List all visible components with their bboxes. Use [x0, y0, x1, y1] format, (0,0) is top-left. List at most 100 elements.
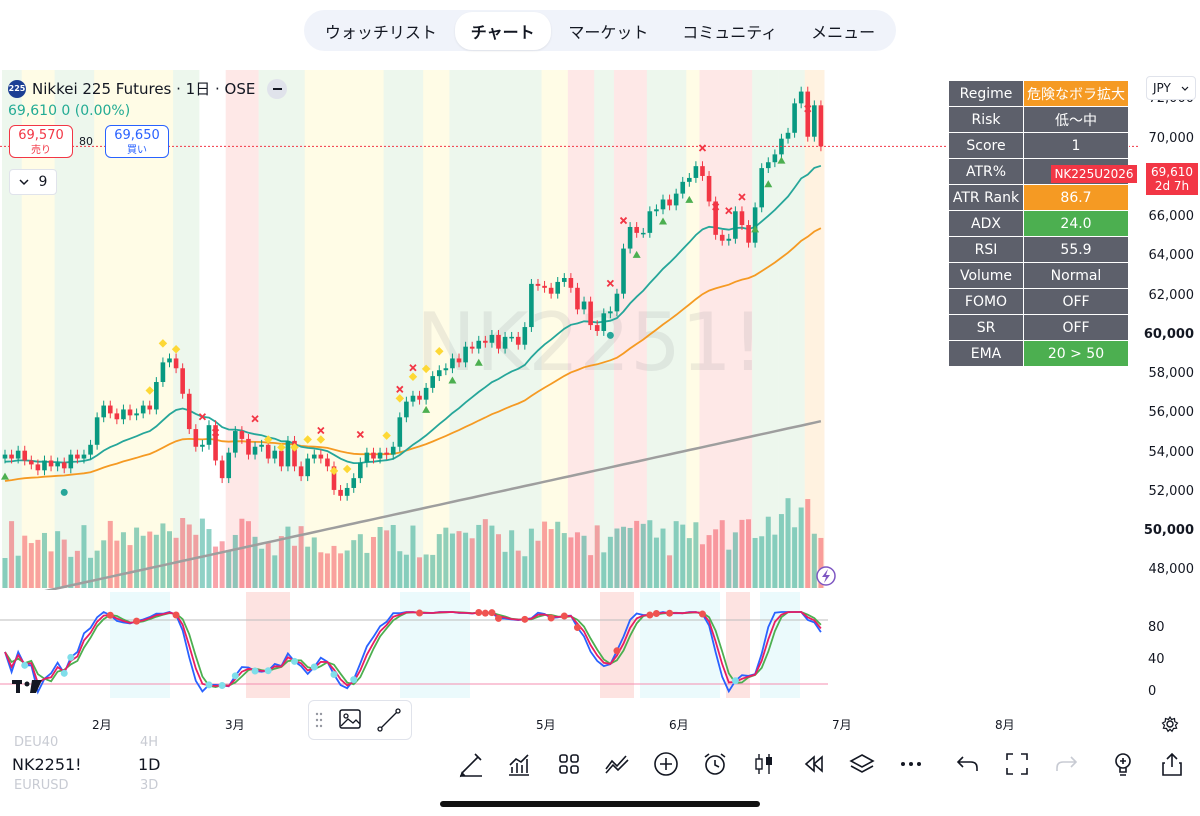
triangle-marker	[777, 156, 786, 164]
share-icon[interactable]	[1159, 751, 1187, 779]
volume-bar	[193, 534, 199, 588]
trend-line-icon[interactable]	[377, 708, 401, 732]
settings-gear-icon[interactable]	[1161, 715, 1179, 733]
volume-bar	[805, 499, 811, 588]
price-tick: 58,000	[1148, 366, 1195, 382]
tab-1[interactable]: チャート	[454, 11, 551, 50]
volume-bar	[660, 528, 666, 588]
tradingview-logo[interactable]	[12, 680, 44, 694]
volume-bar	[561, 533, 567, 588]
ema50-line	[4, 227, 822, 482]
drawing-toolbar[interactable]	[308, 700, 412, 740]
info-key: FOMO	[948, 288, 1024, 315]
candle-body	[647, 211, 653, 233]
currency-select[interactable]: JPY	[1146, 76, 1196, 100]
volume-bar	[41, 532, 47, 588]
more-icon[interactable]	[898, 751, 926, 779]
candle-body	[548, 287, 554, 294]
info-value: 1	[1023, 132, 1129, 159]
volume-bar	[568, 537, 574, 588]
candle-body	[785, 132, 791, 139]
volume-bar	[667, 555, 673, 588]
candle-body	[22, 450, 28, 461]
candle-body	[463, 346, 468, 363]
lightbulb-icon[interactable]	[1110, 751, 1138, 779]
stochastic-panel[interactable]	[0, 592, 1140, 700]
diamond-marker	[263, 435, 273, 444]
volume-bar	[811, 533, 817, 588]
cross-marker	[60, 669, 68, 677]
volume-bar	[153, 534, 159, 588]
info-row: Volume Normal	[948, 262, 1129, 289]
cross-marker	[731, 677, 739, 685]
pen-icon[interactable]	[458, 751, 486, 779]
volume-bar	[594, 525, 600, 588]
volume-bar	[114, 540, 120, 588]
price-tick: 56,000	[1148, 405, 1195, 421]
candle-body	[173, 358, 179, 369]
candle-body	[713, 201, 718, 235]
candle-body	[581, 301, 587, 310]
candle-body	[292, 440, 297, 467]
volume-bar	[305, 546, 311, 588]
candle-body	[390, 446, 396, 455]
fullscreen-icon[interactable]	[1004, 751, 1032, 779]
volume-bar	[199, 518, 205, 588]
candle-body	[42, 460, 47, 471]
candle-body	[259, 444, 264, 447]
info-key: ADX	[948, 210, 1024, 237]
tab-0[interactable]: ウォッチリスト	[324, 22, 437, 42]
volume-bar	[746, 519, 752, 588]
volume-bar	[28, 543, 34, 588]
price-chart[interactable]: NK2251!	[0, 70, 1140, 590]
tab-4[interactable]: メニュー	[811, 22, 876, 42]
layers-icon[interactable]	[849, 751, 877, 779]
volume-bar	[476, 524, 482, 588]
regime-info-table: Regime 危険なボラ拡大 Risk 低〜中 Score 1 ATR% ATR Rank 86…	[948, 80, 1129, 367]
replay-icon[interactable]	[800, 751, 828, 779]
candle-body	[792, 103, 797, 133]
cross-marker	[67, 653, 75, 661]
plus-circle-icon[interactable]	[653, 751, 681, 779]
volume-bar	[621, 526, 627, 588]
diamond-marker	[277, 443, 286, 452]
undo-icon[interactable]	[955, 751, 983, 779]
buy-button[interactable]: 69,650 買い	[105, 125, 169, 158]
candles-icon[interactable]	[751, 751, 779, 779]
volume-bar	[496, 534, 501, 588]
oscillator-axis: 80 40 0	[1140, 592, 1200, 700]
home-indicator[interactable]	[440, 801, 760, 807]
volume-bar	[417, 557, 423, 588]
tab-3[interactable]: コミュニティ	[682, 22, 778, 42]
cross-marker	[481, 609, 489, 617]
diamond-marker	[303, 435, 312, 444]
hide-icon[interactable]	[267, 78, 288, 99]
compare-icon[interactable]	[604, 751, 632, 779]
candle-body	[154, 382, 159, 410]
x-marker	[725, 207, 733, 215]
price-axis[interactable]: 72,00070,00068,00066,00064,00062,00060,0…	[1140, 70, 1200, 590]
volume-bar	[759, 536, 765, 588]
candle-body	[9, 454, 14, 459]
alarm-icon[interactable]	[702, 751, 730, 779]
grid-icon[interactable]	[556, 751, 584, 779]
candle-body	[575, 287, 580, 310]
regime-band	[258, 70, 305, 588]
candle-body	[311, 454, 317, 459]
tab-2[interactable]: マーケット	[568, 22, 649, 42]
interval-selector[interactable]: 1D	[138, 755, 161, 774]
symbol-selector[interactable]: NK2251!	[12, 755, 82, 774]
candle-body	[568, 278, 574, 288]
x-marker	[251, 415, 259, 423]
image-icon[interactable]	[339, 709, 361, 729]
triangle-marker	[659, 217, 667, 225]
info-key: ATR Rank	[948, 184, 1024, 211]
sell-button[interactable]: 69,570 売り	[9, 125, 73, 158]
indicators-collapse-button[interactable]: 9	[9, 169, 57, 195]
candle-body	[134, 413, 139, 416]
drag-handle-icon[interactable]	[315, 712, 323, 728]
symbol-header[interactable]: 225 Nikkei 225 Futures · 1日 · OSE	[8, 78, 288, 99]
symbol-title[interactable]: Nikkei 225 Futures · 1日 · OSE	[32, 80, 256, 98]
indicators-icon[interactable]	[506, 751, 534, 779]
candle-body	[272, 450, 278, 459]
